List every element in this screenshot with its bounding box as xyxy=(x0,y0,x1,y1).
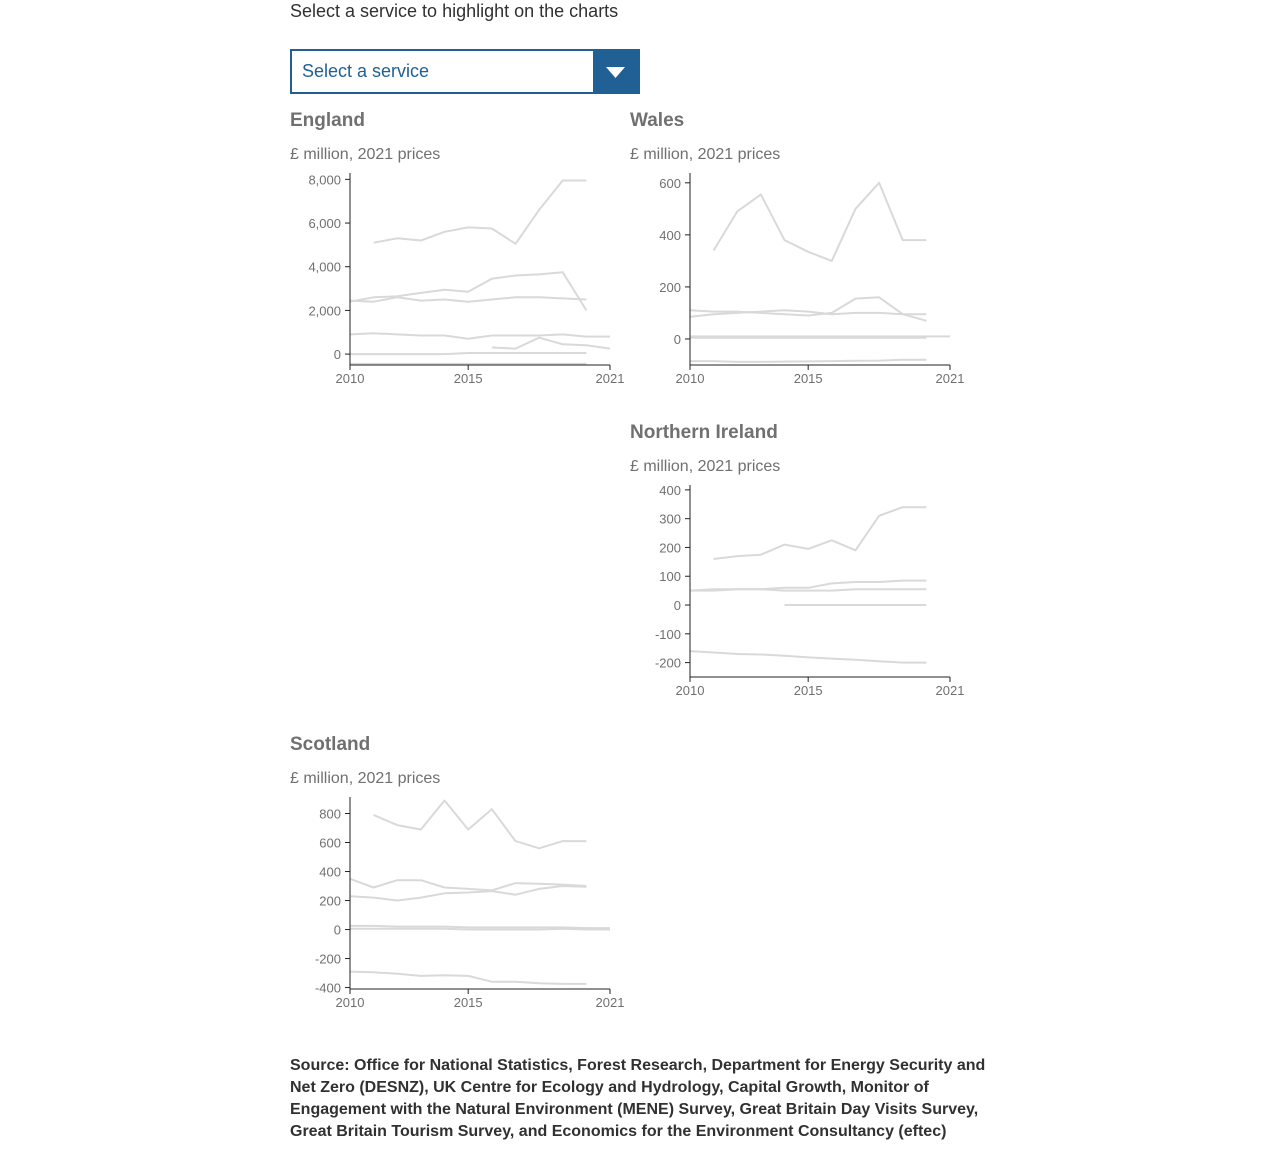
series-line-3 xyxy=(689,309,927,318)
chart-unit-label: £ million, 2021 prices xyxy=(290,146,441,163)
x-tick-label: 2010 xyxy=(676,683,705,698)
chart-england: 0 2,000 4,000 6,000 8,000 2010 2015 2021 xyxy=(308,172,625,386)
y-tick-label: -200 xyxy=(315,952,341,967)
y-tick-label: -100 xyxy=(655,627,681,642)
y-tick-label: 6,000 xyxy=(308,216,341,231)
y-tick-label: 0 xyxy=(674,332,681,347)
chart-unit-label: £ million, 2021 prices xyxy=(630,458,781,475)
series-line-2 xyxy=(349,877,587,892)
x-tick-label: 2015 xyxy=(454,995,483,1010)
series-line-5 xyxy=(689,650,927,664)
y-tick-label: 800 xyxy=(319,807,341,822)
x-tick-label: 2021 xyxy=(596,995,625,1010)
chevron-down-icon xyxy=(606,67,625,78)
series-line-1 xyxy=(712,181,927,262)
chart-title: Scotland xyxy=(290,734,371,755)
y-tick-label: 400 xyxy=(659,483,681,498)
y-tick-label: 4,000 xyxy=(308,260,341,275)
chart-northern-ireland: -200 -100 0 100 200 300 400 2010 2015 2021 xyxy=(655,483,965,698)
series-line-6 xyxy=(349,970,587,985)
series-line-3 xyxy=(349,296,587,303)
x-tick-label: 2015 xyxy=(794,371,823,386)
y-tick-label: 100 xyxy=(659,569,681,584)
service-select[interactable]: Select a service xyxy=(290,49,640,94)
y-tick-label: 2,000 xyxy=(308,303,341,318)
y-tick-label: 200 xyxy=(319,894,341,909)
chart-title: England xyxy=(290,110,365,131)
chart-title: Wales xyxy=(630,110,685,131)
series-line-6 xyxy=(690,358,927,363)
series-line-4 xyxy=(350,924,610,930)
y-tick-label: -200 xyxy=(655,656,681,671)
series-line-1 xyxy=(373,179,587,245)
intro-text: Select a service to highlight on the cha… xyxy=(290,1,619,21)
series-line-5 xyxy=(491,336,611,350)
x-tick-label: 2010 xyxy=(336,995,365,1010)
y-tick-label: 400 xyxy=(659,228,681,243)
x-tick-label: 2021 xyxy=(936,371,965,386)
x-tick-label: 2021 xyxy=(596,371,625,386)
chart-panel-scotland: Scotland £ million, 2021 prices -400 -200… xyxy=(290,734,630,1034)
y-tick-label: 200 xyxy=(659,540,681,555)
select-dropdown-button[interactable] xyxy=(593,51,638,92)
y-tick-label: 200 xyxy=(659,280,681,295)
series-line-5 xyxy=(350,927,610,931)
series-line-2 xyxy=(349,271,588,311)
chart-panel-northern-ireland: Northern Ireland £ million, 2021 prices … xyxy=(630,422,970,722)
y-tick-label: 8,000 xyxy=(308,172,341,187)
y-tick-label: 0 xyxy=(334,347,341,362)
chart-title: Northern Ireland xyxy=(630,422,778,443)
chart-panel-england: England £ million, 2021 prices 0 2,000 4,0… xyxy=(290,110,630,410)
series-line-1 xyxy=(713,506,927,560)
chart-scotland: -400 -200 0 200 400 600 800 2010 2015 2021 xyxy=(315,797,625,1010)
chart-panel-wales: Wales £ million, 2021 prices 0 200 400 600 2… xyxy=(630,110,970,410)
y-tick-label: 0 xyxy=(334,923,341,938)
x-tick-label: 2021 xyxy=(936,683,965,698)
series-line-2 xyxy=(689,296,927,322)
y-tick-label: 400 xyxy=(319,865,341,880)
chart-unit-label: £ million, 2021 prices xyxy=(290,770,441,787)
series-line-3 xyxy=(349,885,587,902)
series-line-4 xyxy=(349,332,610,340)
y-tick-label: -400 xyxy=(315,981,341,996)
x-tick-label: 2015 xyxy=(454,371,483,386)
chart-wales: 0 200 400 600 2010 2015 2021 xyxy=(659,173,965,386)
x-tick-label: 2010 xyxy=(336,371,365,386)
source-note: Source: Office for National Statistics, … xyxy=(290,1057,986,1140)
series-line-6 xyxy=(350,352,587,356)
chart-unit-label: £ million, 2021 prices xyxy=(630,146,781,163)
x-tick-label: 2015 xyxy=(794,683,823,698)
y-tick-label: 600 xyxy=(319,836,341,851)
series-line-1 xyxy=(373,799,587,850)
y-tick-label: 300 xyxy=(659,512,681,527)
x-tick-label: 2010 xyxy=(676,371,705,386)
service-select-value: Select a service xyxy=(302,61,430,81)
y-tick-label: 600 xyxy=(659,176,681,191)
series-line-3 xyxy=(690,588,927,592)
y-tick-label: 0 xyxy=(674,598,681,613)
